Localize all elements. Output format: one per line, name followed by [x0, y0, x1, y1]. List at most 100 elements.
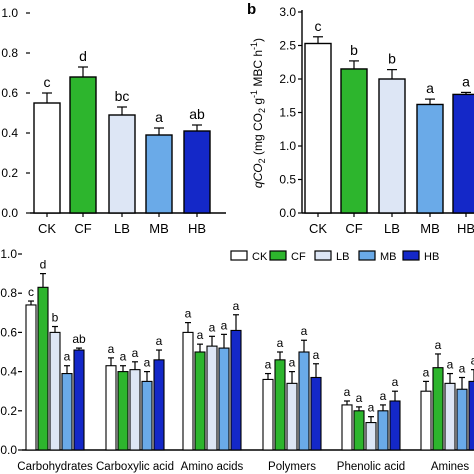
- panel-b-bar-mb: [416, 103, 444, 214]
- panel-c-significance-letter: a: [301, 324, 308, 338]
- panel-b-y-axis-title: qCO2 (mg CO2 g-1 MBC h-1): [249, 38, 267, 188]
- legend-label-hb: HB: [424, 251, 439, 263]
- panel-c-bar-cf: [353, 410, 365, 451]
- panel-a-x-tick-label: LB: [114, 221, 130, 236]
- panel-c-y-tick-label: 0.6: [0, 325, 17, 339]
- panel-b-y-tick-label: 2.0: [279, 72, 296, 86]
- panel-b-y-tick-label: 0.0: [279, 206, 296, 220]
- panel-a-x-tick-label: CK: [38, 221, 56, 236]
- panel-a-y-tick-label: 0.0: [1, 206, 18, 220]
- panel-b-significance-letter: b: [388, 51, 396, 67]
- panel-c-y-tick-label: 0.4: [0, 365, 17, 379]
- panel-c-significance-letter: a: [392, 375, 399, 389]
- panel-b-significance-letter: a: [426, 80, 434, 96]
- panel-c-bar-lb: [49, 331, 61, 451]
- panel-c-bar-lb: [444, 382, 456, 451]
- panel-c-bar-cf: [432, 367, 444, 451]
- panel-c-y-tick-label: 0.2: [0, 404, 17, 418]
- y-axis-title-part: -1: [249, 90, 259, 98]
- panel-c-bar-ck: [420, 390, 432, 451]
- panel-c-bar-ck: [262, 378, 274, 451]
- panel-a-significance-letter: a: [155, 109, 163, 125]
- panel-c-significance-letter: a: [233, 299, 240, 313]
- panel-a-bar-cf: [69, 76, 97, 214]
- panel-c-significance-letter: a: [132, 346, 139, 360]
- panel-c-significance-letter: a: [185, 307, 192, 321]
- panel-c-x-tick-label: Carbohydrates: [17, 461, 93, 473]
- panel-c-significance-letter: a: [277, 336, 284, 350]
- y-axis-title-part: (mg CO: [251, 113, 265, 158]
- panel-b-y-tick-label: 1.5: [279, 106, 296, 120]
- panel-c-bar-cf: [194, 351, 206, 451]
- panel-c-significance-letter: a: [344, 385, 351, 399]
- panel-c-significance-letter: a: [120, 350, 127, 364]
- legend-label-cf: CF: [291, 251, 306, 263]
- panel-c-bar-lb: [206, 345, 218, 451]
- panel-c-bar-cf: [37, 286, 49, 451]
- panel-a-significance-letter: d: [79, 48, 87, 64]
- panel-a-bar-mb: [145, 134, 173, 214]
- panel-a-y-tick-label: 1.0: [1, 6, 18, 20]
- panel-b-bar-cf: [340, 68, 368, 214]
- panel-a-y-tick-label: 0.8: [1, 46, 18, 60]
- panel-c-bar-mb: [377, 410, 389, 451]
- y-axis-title-part: -1: [249, 42, 259, 50]
- panel-c-significance-letter: a: [156, 334, 163, 348]
- panel-c-y-tick-label: 0.8: [0, 286, 17, 300]
- panel-b-y-tick-label: 3.0: [279, 5, 296, 19]
- panel-a-bar-ck: [33, 102, 61, 214]
- panel-c-bar-mb: [141, 380, 153, 451]
- panel-c-significance-letter: a: [447, 358, 454, 372]
- panel-c-significance-letter: a: [471, 354, 474, 368]
- panel-c-significance-letter: a: [265, 358, 272, 372]
- panel-c-bar-cf: [274, 359, 286, 451]
- panel-a-x-tick-label: CF: [74, 221, 91, 236]
- panel-c-bar-hb: [153, 359, 165, 451]
- panel-b-significance-letter: c: [315, 18, 322, 34]
- panel-c-significance-letter: b: [52, 311, 59, 325]
- panel-c-significance-letter: ab: [72, 332, 86, 346]
- panel-c-bar-hb: [73, 349, 85, 451]
- panel-c-bar-hb: [230, 329, 242, 451]
- panel-c-significance-letter: a: [423, 365, 430, 379]
- panel-c-bar-mb: [61, 373, 73, 451]
- panel-c-significance-letter: a: [459, 361, 466, 375]
- legend-swatch-lb: [314, 250, 332, 261]
- panel-b-x-tick-label: CF: [345, 221, 362, 236]
- panel-c-bar-hb: [468, 380, 474, 451]
- panel-c-bar-hb: [389, 400, 401, 451]
- panel-b-label: b: [247, 1, 256, 18]
- panel-b-bar-lb: [378, 78, 406, 214]
- panel-a-y-tick-label: 0.6: [1, 86, 18, 100]
- panel-b-y-tick-label: 0.5: [279, 173, 296, 187]
- panel-c-x-tick-label: Amino acids: [181, 461, 244, 473]
- legend-label-lb: LB: [336, 251, 349, 263]
- panel-c-bar-hb: [310, 376, 322, 451]
- panel-b-y-tick-label: 2.5: [279, 39, 296, 53]
- legend-swatch-mb: [358, 250, 376, 261]
- panel-c-bar-lb: [129, 369, 141, 451]
- panel-a-bar-hb: [183, 130, 211, 214]
- panel-b-significance-letter: a: [462, 73, 470, 89]
- panel-c-bar-mb: [218, 347, 230, 451]
- panel-c-x-tick-label: Carboxylic acid: [96, 461, 174, 473]
- y-axis-title-part: g: [251, 98, 265, 108]
- panel-c-significance-letter: a: [197, 328, 204, 342]
- panel-a-x-tick-label: MB: [149, 221, 169, 236]
- y-axis-title-part: 2: [257, 108, 267, 113]
- panel-c-bar-lb: [365, 422, 377, 451]
- panel-b-bar-ck: [304, 42, 332, 214]
- panel-c-significance-letter: a: [368, 401, 375, 415]
- panel-c-y-tick-label: 0.0: [0, 443, 17, 457]
- legend-swatch-cf: [269, 250, 287, 261]
- panel-b-x-tick-label: CK: [309, 221, 327, 236]
- panel-c-significance-letter: a: [144, 356, 151, 370]
- panel-c-significance-letter: a: [289, 356, 296, 370]
- panel-c-significance-letter: a: [221, 318, 228, 332]
- panel-c-bar-mb: [298, 351, 310, 451]
- y-axis-title-part: 2: [257, 158, 267, 163]
- panel-c-bar-cf: [117, 371, 129, 451]
- panel-c-x-tick-label: Polymers: [268, 461, 316, 473]
- panel-c-x-tick-label: Amines: [431, 461, 470, 473]
